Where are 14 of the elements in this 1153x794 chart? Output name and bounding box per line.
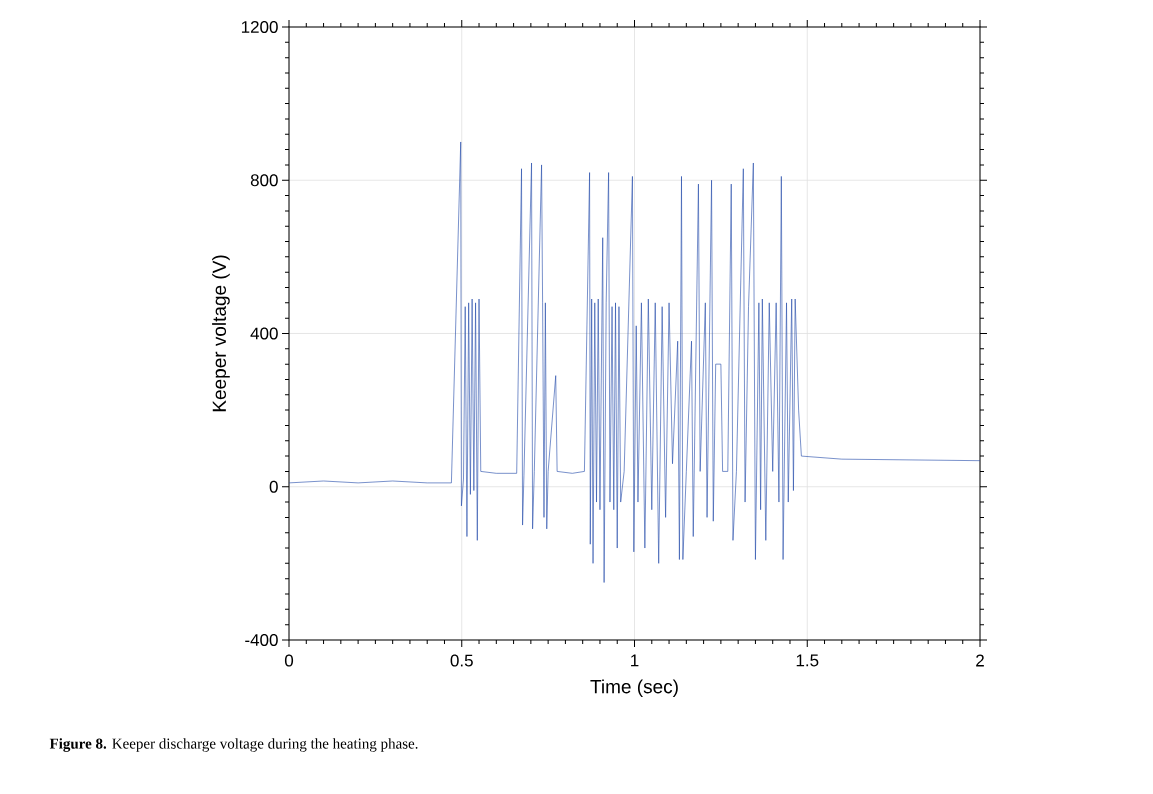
y-tick-label: -400: [245, 633, 278, 647]
y-tick-label: 800: [250, 174, 278, 187]
y-axis-title: Keeper voltage (V): [212, 255, 230, 412]
line-series: [289, 141, 980, 583]
x-axis-title: Time (sec): [590, 679, 678, 698]
x-tick-label: 1.5: [796, 654, 819, 667]
y-tick-label: 0: [269, 480, 278, 493]
y-tick-label: 400: [250, 327, 278, 340]
x-tick-label: 1: [631, 654, 639, 667]
x-tick-label: 2: [976, 654, 984, 667]
x-tick-label: 0: [284, 654, 294, 667]
text: Figure 8. Keeper discharge voltage during the heating phase.: [49, 738, 418, 752]
y-tick-label: 1200: [241, 20, 278, 34]
x-tick-label: 0.5: [450, 654, 473, 667]
